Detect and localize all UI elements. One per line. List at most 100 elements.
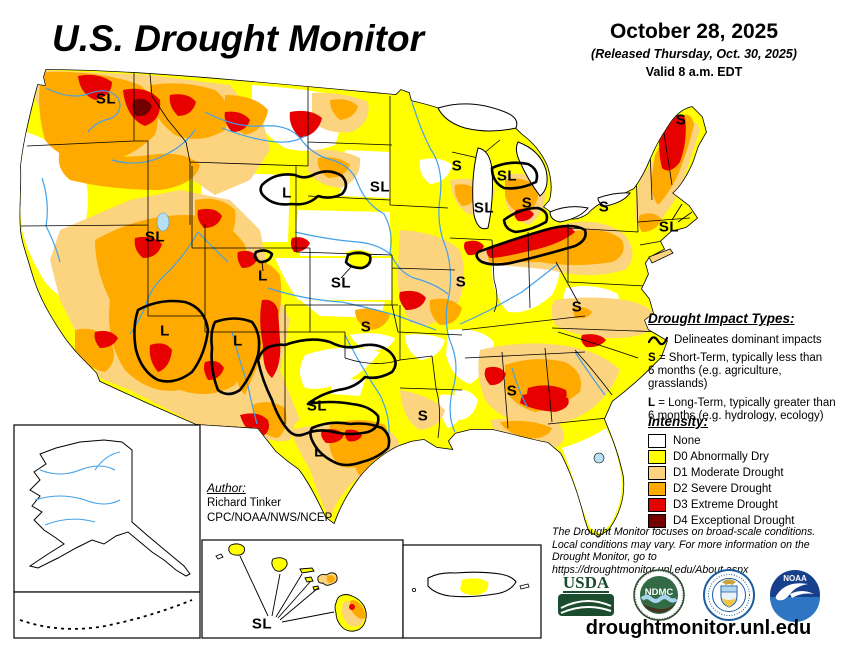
svg-text:NDMC: NDMC xyxy=(645,587,674,598)
island-niihau xyxy=(215,553,224,560)
great-salt-lake xyxy=(156,212,170,232)
map-label-S: S xyxy=(506,382,518,400)
impact-types-legend: Drought Impact Types: Delineates dominan… xyxy=(648,311,844,423)
intensity-label: D3 Extreme Drought xyxy=(673,499,778,511)
usda-logo: USDA xyxy=(556,574,616,622)
intensity-item-none: None xyxy=(648,433,844,449)
dept-of-commerce-seal xyxy=(703,569,755,621)
hawaii-inset xyxy=(201,539,404,639)
site-url: droughtmonitor.unl.edu xyxy=(585,617,812,639)
map-label-L: L xyxy=(314,443,324,461)
alaska-rivers xyxy=(34,451,121,526)
map-label-S: S xyxy=(360,318,372,336)
alaska-inset xyxy=(13,424,201,639)
map-label-L: L xyxy=(233,332,243,350)
lake-okeechobee xyxy=(593,452,605,464)
puerto-rico-inset xyxy=(402,544,542,639)
map-label-S: S xyxy=(598,198,610,216)
intensity-swatch-D4 xyxy=(648,514,666,528)
intensity-title: Intensity: xyxy=(648,414,709,429)
intensity-label: None xyxy=(673,435,701,447)
disclaimer-text: The Drought Monitor focuses on broad-sca… xyxy=(552,526,816,576)
drought-layer-d3 xyxy=(78,74,686,444)
intensity-swatch-D3 xyxy=(648,498,666,512)
map-label-SL: SL xyxy=(658,218,680,236)
noaa-logo: NOAA xyxy=(770,570,820,622)
map-label-SL: SL xyxy=(496,167,518,185)
intensity-item-D2: D2 Severe Drought xyxy=(648,481,844,497)
leader-lines xyxy=(261,203,693,279)
aleutian-islands xyxy=(19,599,193,630)
short-term-definition: S = Short-Term, typically less than 6 mo… xyxy=(648,352,823,390)
author-block: Author: Richard Tinker CPC/NOAA/NWS/NCEP xyxy=(207,481,332,526)
intensity-item-D0: D0 Abnormally Dry xyxy=(648,449,844,465)
lake-superior xyxy=(437,103,518,132)
island-molokai xyxy=(299,567,315,574)
map-label-L: L xyxy=(258,267,268,285)
intensity-item-D1: D1 Moderate Drought xyxy=(648,465,844,481)
island-oahu xyxy=(271,557,288,572)
delineates-row: Delineates dominant impacts xyxy=(648,333,844,346)
long-island xyxy=(648,248,674,264)
state-borders xyxy=(20,72,691,439)
author-label: Author: xyxy=(207,481,246,495)
island-vieques xyxy=(519,583,530,590)
valid-time: Valid 8 a.m. EDT xyxy=(645,65,743,79)
intensity-label: D2 Severe Drought xyxy=(673,483,772,495)
map-label-S: S xyxy=(571,298,583,316)
map-label-SL: SL xyxy=(473,199,495,217)
squiggle-icon xyxy=(648,336,668,346)
intensity-swatch-D1 xyxy=(648,466,666,480)
intensity-legend: Intensity: None D0 Abnormally Dry D1 Moder… xyxy=(648,414,844,529)
map-label-S: S xyxy=(675,111,687,129)
intensity-item-D4: D4 Exceptional Drought xyxy=(648,513,844,529)
intensity-label: D0 Abnormally Dry xyxy=(673,451,769,463)
rivers xyxy=(41,87,606,441)
impact-types-title: Drought Impact Types: xyxy=(648,311,795,326)
lake-erie xyxy=(549,206,589,223)
lake-michigan xyxy=(472,147,493,230)
map-label-SL: SL xyxy=(369,178,391,196)
delineates-label: Delineates dominant impacts xyxy=(674,333,822,346)
intensity-label: D1 Moderate Drought xyxy=(673,467,784,479)
map-label-SL: SL xyxy=(95,90,117,108)
usda-field-graphic xyxy=(558,594,614,616)
map-label-L: L xyxy=(160,322,170,340)
intensity-rows: None D0 Abnormally Dry D1 Moderate Drought… xyxy=(648,433,844,529)
map-label-S: S xyxy=(455,273,467,291)
intensity-swatch-D0 xyxy=(648,450,666,464)
map-label-L: L xyxy=(282,184,292,202)
map-label-S: S xyxy=(451,157,463,175)
long-term-definition: L = Long-Term, typically greater than 6 … xyxy=(648,397,836,422)
map-label-SL: SL xyxy=(251,615,273,633)
map-label-SL: SL xyxy=(144,228,166,246)
island-lanai xyxy=(304,576,314,583)
map-label-S: S xyxy=(417,407,429,425)
great-lakes xyxy=(437,103,631,230)
lake-ontario xyxy=(597,192,631,207)
page-title: U.S. Drought Monitor xyxy=(52,18,424,59)
author-name: Richard Tinker xyxy=(207,497,282,509)
map-label-SL: SL xyxy=(330,274,352,292)
map-label-SL: SL xyxy=(306,397,328,415)
hawaii-leader-lines xyxy=(239,555,335,623)
author-org: CPC/NOAA/NWS/NCEP xyxy=(207,512,333,524)
island-mona xyxy=(411,588,416,593)
svg-text:NOAA: NOAA xyxy=(783,574,807,583)
intensity-label: D4 Exceptional Drought xyxy=(673,515,795,527)
date-block: October 28, 2025 (Released Thursday, Oct… xyxy=(563,20,825,79)
map-date: October 28, 2025 xyxy=(609,20,779,43)
map-label-S: S xyxy=(521,194,533,212)
released-date: (Released Thursday, Oct. 30, 2025) xyxy=(591,47,797,61)
intensity-swatch-D2 xyxy=(648,482,666,496)
intensity-item-D3: D3 Extreme Drought xyxy=(648,497,844,513)
impact-outlines xyxy=(133,161,587,467)
island-kauai xyxy=(228,543,245,556)
alaska-outline xyxy=(28,439,191,577)
intensity-swatch-none xyxy=(648,434,666,448)
drought-layer-d4 xyxy=(132,98,152,117)
ndmc-logo: NDMC xyxy=(633,569,685,621)
